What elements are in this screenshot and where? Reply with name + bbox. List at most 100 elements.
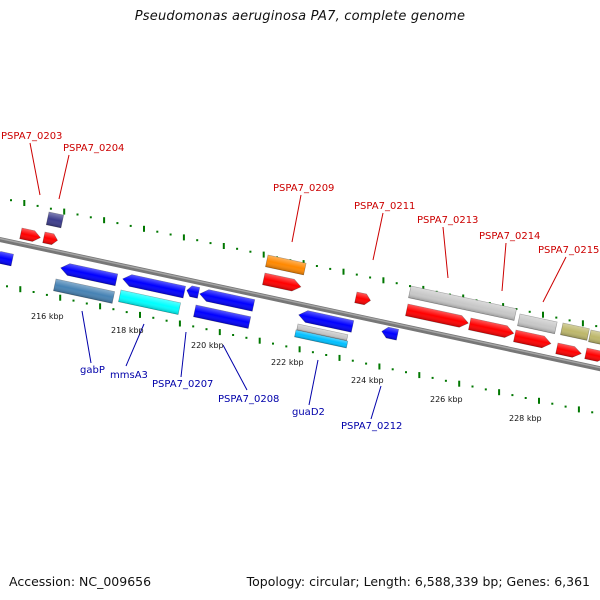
gene-label-pspa7-0209[interactable]: PSPA7_0209	[273, 183, 334, 194]
tick-mark	[152, 316, 155, 319]
tick-mark	[169, 233, 172, 236]
feature-pspa7-0208-strand[interactable]	[198, 288, 256, 312]
tick-mark	[382, 277, 385, 284]
tick-mark	[218, 329, 221, 336]
gene-label-pspa7-0212[interactable]: PSPA7_0212	[341, 421, 402, 432]
feature-gabp-strand[interactable]	[59, 262, 119, 287]
tick-mark	[471, 385, 474, 388]
tick-mark	[222, 243, 225, 249]
leader-gabp	[81, 310, 92, 364]
tick-mark	[405, 371, 407, 374]
leader-guad2	[308, 359, 319, 406]
feature-pspa7-0214-gray[interactable]	[517, 313, 558, 335]
tick-mark	[249, 250, 252, 253]
gene-label-pspa7-0211[interactable]: PSPA7_0211	[354, 201, 415, 212]
gene-label-mmsa3[interactable]: mmsA3	[110, 370, 148, 381]
tick-label-218: 218 kbp	[111, 326, 144, 335]
tick-mark	[555, 316, 558, 319]
tick-mark	[551, 402, 554, 405]
tick-mark	[444, 379, 447, 382]
tick-label-216: 216 kbp	[31, 312, 64, 321]
tick-mark	[591, 411, 594, 414]
scale-labels: 216 kbp 218 kbp 220 kbp 222 kbp 224 kbp …	[31, 312, 542, 423]
feature-pspa7-0209[interactable]	[265, 254, 307, 276]
feature-pspa7-0208[interactable]	[193, 304, 252, 329]
tick-mark	[311, 351, 314, 354]
tick-mark	[192, 325, 195, 328]
feature-pspa7-0212[interactable]	[381, 326, 399, 341]
tick-mark	[458, 380, 461, 387]
gene-label-pspa7-0214[interactable]: PSPA7_0214	[479, 231, 540, 242]
tick-mark	[365, 362, 368, 365]
leader-pspa7-0209	[291, 194, 302, 243]
feature-small-navy[interactable]	[45, 211, 65, 229]
tick-mark	[498, 389, 501, 396]
gene-label-pspa7-0204[interactable]: PSPA7_0204	[63, 143, 124, 154]
tick-mark	[538, 397, 540, 404]
gene-label-pspa7-0215[interactable]: PSPA7_0215	[538, 245, 599, 256]
tick-mark	[329, 267, 332, 270]
leader-pspa7-0203	[29, 142, 41, 196]
leader-pspa7-0212	[370, 385, 382, 420]
gene-label-gabp[interactable]: gabP	[80, 365, 105, 376]
feature-guad2-strand[interactable]	[297, 309, 355, 333]
leader-pspa7-0211	[372, 212, 384, 261]
tick-mark	[245, 336, 248, 339]
tick-mark	[272, 342, 274, 345]
tick-mark	[10, 199, 12, 202]
tick-mark	[99, 303, 102, 310]
feature-pspa7-0214[interactable]	[468, 317, 515, 339]
tick-mark	[484, 388, 487, 391]
tick-mark	[355, 273, 358, 276]
tick-mark	[59, 294, 62, 301]
tick-mark	[351, 359, 354, 362]
feature-edge-left[interactable]	[0, 250, 14, 267]
feature-pspa7-0211[interactable]	[354, 291, 372, 306]
feature-pspa7-0203[interactable]	[19, 227, 42, 243]
tick-mark	[298, 346, 301, 353]
tick-mark	[577, 406, 580, 413]
tick-mark	[369, 276, 372, 279]
tick-mark	[178, 320, 181, 327]
tick-mark	[232, 334, 235, 336]
feature-pspa7-0204[interactable]	[42, 231, 59, 246]
leader-pspa7-0214	[501, 242, 507, 292]
gene-label-guad2[interactable]: guaD2	[292, 407, 325, 418]
gene-label-pspa7-0207[interactable]: PSPA7_0207	[152, 379, 213, 390]
gene-label-pspa7-0213[interactable]: PSPA7_0213	[417, 215, 478, 226]
feature-mmsa3[interactable]	[118, 289, 181, 315]
leader-pspa7-0208	[222, 344, 248, 391]
tick-mark	[156, 230, 159, 233]
tick-mark	[524, 397, 527, 399]
gene-label-pspa7-0203[interactable]: PSPA7_0203	[1, 131, 62, 142]
tick-label-224: 224 kbp	[351, 376, 384, 385]
feature-pspa7-0213[interactable]	[405, 303, 469, 329]
tick-mark	[32, 291, 35, 293]
feature-pspa7-0215[interactable]	[555, 342, 583, 359]
feature-pspa7-0215-strand[interactable]	[513, 329, 552, 350]
feature-tracks	[0, 211, 600, 363]
feature-gabp[interactable]	[53, 278, 116, 304]
tick-mark	[338, 354, 341, 361]
tick-mark	[6, 285, 8, 288]
tick-mark	[564, 405, 567, 408]
feature-pspa7-0207[interactable]	[186, 285, 201, 299]
tick-mark	[418, 372, 421, 379]
feature-mmsa3-strand[interactable]	[121, 273, 186, 299]
tick-mark	[262, 251, 265, 258]
feature-guad2-gray[interactable]	[296, 323, 349, 341]
feature-pspa7-0209-strand[interactable]	[262, 272, 302, 293]
feature-guad2[interactable]	[294, 329, 349, 349]
feature-edge-right[interactable]	[584, 347, 600, 363]
feature-olive-2[interactable]	[588, 329, 600, 347]
gene-label-pspa7-0208[interactable]: PSPA7_0208	[218, 394, 279, 405]
tick-mark	[511, 394, 514, 397]
tick-mark	[139, 311, 141, 318]
tick-mark	[112, 308, 115, 311]
tick-label-228: 228 kbp	[509, 414, 542, 423]
tick-mark	[431, 376, 434, 379]
feature-olive-1[interactable]	[560, 322, 590, 341]
leader-pspa7-0215	[542, 256, 567, 303]
feature-pspa7-0213-gray[interactable]	[408, 285, 517, 321]
leader-pspa7-0213	[442, 226, 449, 279]
